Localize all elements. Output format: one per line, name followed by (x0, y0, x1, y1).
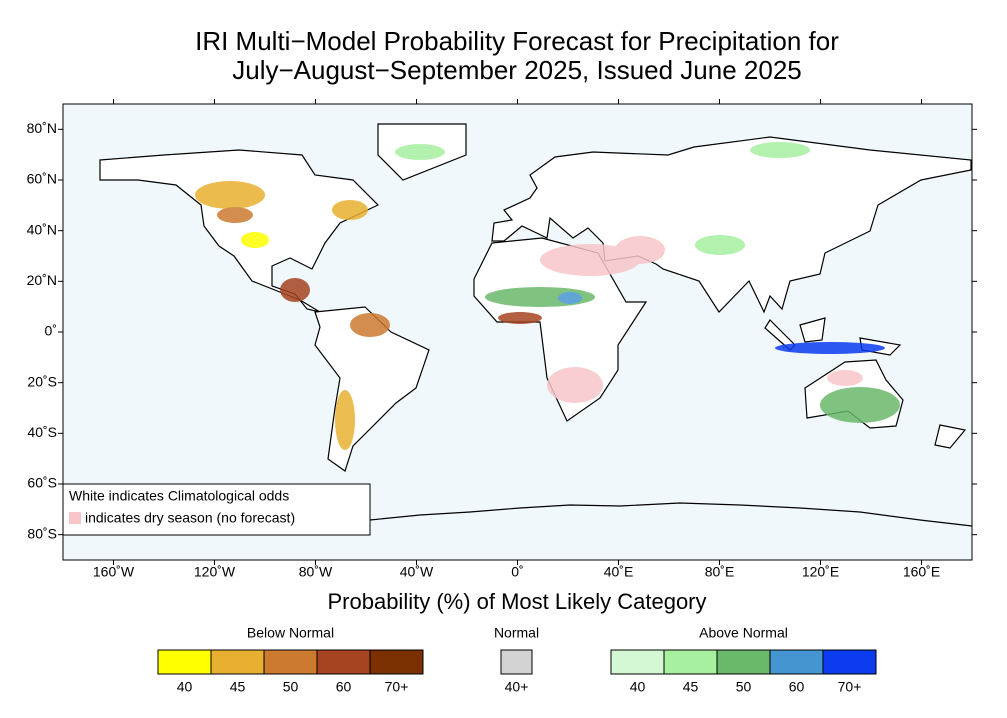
title-line: IRI Multi−Model Probability Forecast for… (195, 26, 839, 56)
legend-text: White indicates Climatological odds (69, 488, 289, 504)
lat-tick-label: 40˚S (27, 424, 57, 440)
lon-tick-label: 160˚E (903, 564, 940, 580)
colorbar-swatch (316, 649, 371, 675)
lon-tick-label: 80˚W (299, 564, 333, 580)
lat-tick-label: 0˚ (45, 323, 57, 339)
colorbar-label: 50 (736, 679, 752, 695)
lat-tick-label: 20˚S (27, 373, 57, 389)
colorbar-title: Normal (494, 625, 539, 641)
colorbar-label: 70+ (385, 679, 409, 695)
lat-tick-label: 80˚N (27, 120, 57, 136)
colorbar-swatch (263, 649, 318, 675)
colorbar-swatch (610, 649, 665, 675)
colorbar-swatch (210, 649, 265, 675)
colorbar-swatch (769, 649, 824, 675)
colorbar-label: 50 (283, 679, 299, 695)
lon-tick-label: 80˚E (705, 564, 735, 580)
lat-tick-label: 60˚N (27, 171, 57, 187)
colorbar-label: 40+ (505, 679, 529, 695)
lon-tick-label: 40˚E (604, 564, 634, 580)
colorbar-label: 70+ (838, 679, 862, 695)
colorbar-label: 40 (177, 679, 193, 695)
lon-tick-label: 120˚E (802, 564, 839, 580)
lon-tick-label: 160˚W (93, 564, 135, 580)
legend-text: indicates dry season (no forecast) (85, 510, 295, 526)
forecast-shading (195, 142, 900, 450)
colorbar-label: 60 (336, 679, 352, 695)
colorbar-swatch (157, 649, 212, 675)
colorbar-label: 45 (683, 679, 699, 695)
colorbar-swatch (663, 649, 718, 675)
colorbar-swatch (716, 649, 771, 675)
colorbar-title: Above Normal (699, 625, 788, 641)
lon-tick-label: 40˚W (400, 564, 434, 580)
colorbar-label: 60 (789, 679, 805, 695)
colorbar-label: 40 (630, 679, 646, 695)
lat-tick-label: 40˚N (27, 221, 57, 237)
colorbar-label: 45 (230, 679, 246, 695)
lat-tick-label: 20˚N (27, 272, 57, 288)
lat-tick-label: 80˚S (27, 525, 57, 541)
colorbar-swatch (500, 649, 533, 675)
lon-tick-label: 0˚ (511, 564, 523, 580)
colorbar-swatch (369, 649, 424, 675)
colorbar-swatch (822, 649, 877, 675)
lon-tick-label: 120˚W (194, 564, 236, 580)
dry-season-swatch (69, 512, 81, 524)
legend-box (62, 483, 371, 536)
x-axis-label: Probability (%) of Most Likely Category (327, 589, 706, 614)
colorbar-title: Below Normal (247, 625, 334, 641)
title-line: July−August−September 2025, Issued June … (232, 55, 802, 85)
lat-tick-label: 60˚S (27, 475, 57, 491)
